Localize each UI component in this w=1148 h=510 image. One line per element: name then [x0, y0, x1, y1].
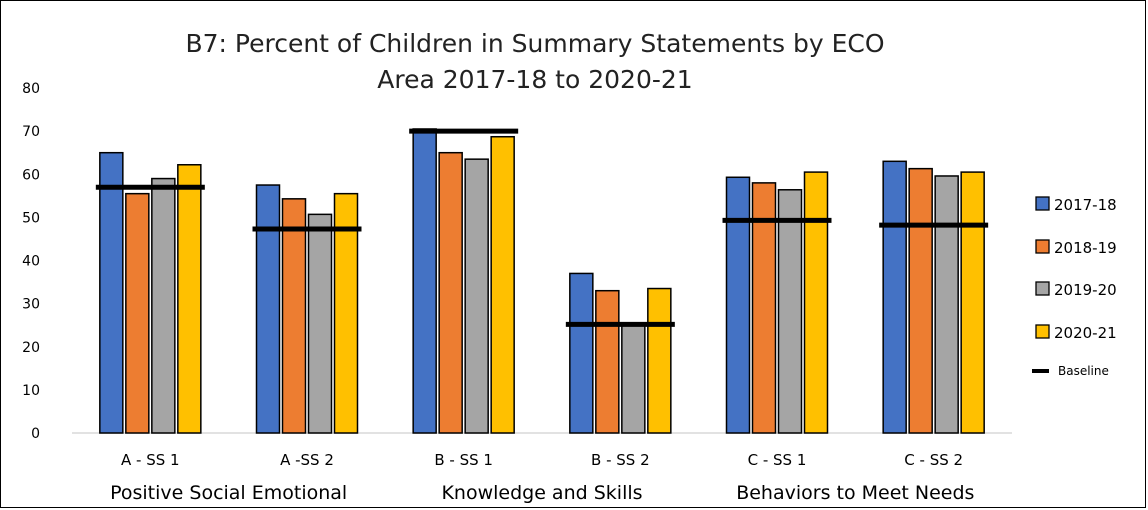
bar-2020-21-4	[803, 171, 829, 434]
bar-2017-18-3	[569, 272, 594, 434]
x-tick-label-4: C - SS 1	[748, 451, 807, 469]
bar-2019-20-0	[151, 177, 176, 434]
y-tick-label-5: 50	[22, 210, 40, 226]
group-label-1: Knowledge and Skills	[441, 482, 642, 504]
x-tick-label-3: B - SS 2	[591, 451, 650, 469]
group-label-2: Behaviors to Meet Needs	[736, 482, 974, 504]
legend-label-2017-18: 2017-18	[1054, 196, 1117, 214]
x-tick-label-1: A -SS 2	[280, 451, 334, 469]
bar-2018-19-1	[281, 198, 307, 434]
chart-title-line-1: B7: Percent of Children in Summary State…	[185, 29, 885, 58]
bar-2018-19-4	[751, 182, 777, 434]
y-tick-label-0: 0	[31, 426, 40, 442]
y-tick-label-4: 40	[22, 254, 40, 270]
bar-2017-18-5	[882, 160, 907, 434]
x-tick-label-0: A - SS 1	[121, 451, 180, 469]
group-label-0: Positive Social Emotional	[110, 482, 347, 504]
y-tick-label-7: 70	[22, 124, 40, 140]
bar-2018-19-3	[595, 289, 620, 434]
chart-title: B7: Percent of Children in Summary State…	[120, 26, 950, 98]
y-tick-label-8: 80	[22, 81, 40, 97]
bar-2019-20-1	[307, 213, 333, 434]
bar-2017-18-1	[255, 184, 281, 434]
bar-2019-20-2	[464, 158, 489, 434]
legend-label-2019-20: 2019-20	[1054, 281, 1117, 299]
bar-2019-20-5	[934, 175, 959, 434]
legend-swatch-2018-19	[1035, 239, 1050, 254]
bar-2020-21-5	[960, 171, 985, 434]
legend-label-2020-21: 2020-21	[1054, 324, 1117, 342]
chart-title-line-2: Area 2017-18 to 2020-21	[377, 65, 693, 94]
bar-2020-21-2	[490, 135, 515, 434]
bar-2017-18-2	[412, 128, 437, 434]
legend-label-2018-19: 2018-19	[1054, 239, 1117, 257]
legend-swatch-2019-20	[1035, 281, 1050, 296]
legend-swatch-2017-18	[1035, 196, 1050, 211]
legend-label-baseline: Baseline	[1058, 364, 1109, 378]
bar-2018-19-5	[908, 167, 933, 434]
bar-2020-21-3	[647, 287, 672, 434]
x-tick-label-2: B - SS 1	[434, 451, 493, 469]
bar-2019-20-4	[777, 189, 803, 434]
y-tick-label-3: 30	[22, 297, 40, 313]
bar-2020-21-1	[333, 192, 359, 434]
legend-swatch-2020-21	[1035, 324, 1050, 339]
bar-2018-19-0	[125, 192, 150, 434]
y-tick-label-2: 20	[22, 340, 40, 356]
bar-2017-18-4	[725, 176, 751, 434]
y-tick-label-1: 10	[22, 383, 40, 399]
x-tick-label-5: C - SS 2	[904, 451, 963, 469]
y-tick-label-6: 60	[22, 167, 40, 183]
bar-2019-20-3	[621, 322, 646, 434]
bar-2017-18-0	[99, 151, 124, 434]
bar-2020-21-0	[177, 164, 202, 434]
bar-2018-19-2	[438, 151, 463, 434]
